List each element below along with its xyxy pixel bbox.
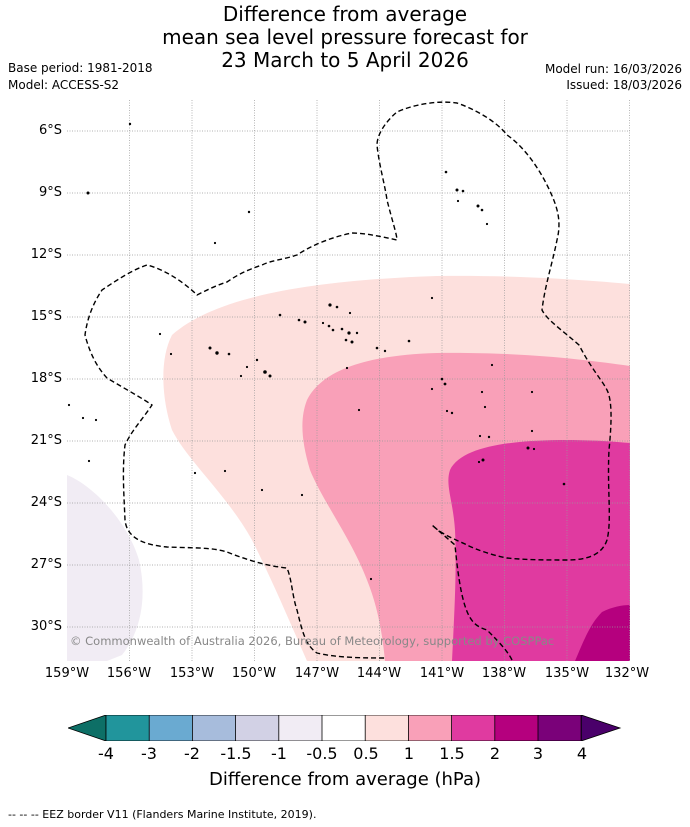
title-line-3: 23 March to 5 April 2026 — [221, 48, 469, 72]
colorbar-tick: -0.5 — [306, 744, 338, 763]
model-run: Model run: 16/03/2026 — [544, 62, 682, 76]
colorbar-tick: -2 — [184, 744, 200, 763]
eez-legend-footer: -- -- -- EEZ border V11 (Flanders Marine… — [8, 808, 317, 821]
copyright-notice: © Commonwealth of Australia 2026, Bureau… — [70, 634, 555, 648]
title-line-1: Difference from average — [222, 2, 468, 26]
eez-border — [84, 101, 612, 661]
lon-label: 135°W — [544, 666, 590, 681]
colorbar-tick: -1.5 — [220, 744, 252, 763]
lat-label: 9°S — [38, 185, 62, 200]
anomaly-region-1.5-2 — [448, 440, 630, 661]
colorbar-segment — [494, 715, 538, 741]
colorbar-tick: -3 — [141, 744, 157, 763]
colorbar-segment — [408, 715, 452, 741]
lat-label: 15°S — [30, 309, 62, 324]
lat-label: 12°S — [30, 247, 62, 262]
lon-label: 132°W — [604, 666, 650, 681]
lat-label: 24°S — [30, 495, 62, 510]
colorbar-tick: -4 — [98, 744, 114, 763]
lat-label: 21°S — [30, 433, 62, 448]
lon-label: 147°W — [294, 666, 340, 681]
colorbar-tick: 1.5 — [439, 744, 465, 763]
anomaly-region-neg-0.5 — [67, 475, 143, 661]
colorbar-segment — [451, 715, 495, 741]
colorbar-title: Difference from average (hPa) — [208, 769, 482, 790]
islands — [67, 122, 566, 581]
colorbar-segment — [235, 715, 279, 741]
lat-label: 27°S — [30, 557, 62, 572]
lon-label: 153°W — [169, 666, 215, 681]
lon-label: 141°W — [419, 666, 465, 681]
colorbar-segment — [538, 715, 582, 741]
pressure-anomaly-map — [67, 100, 630, 661]
colorbar-segment — [192, 715, 236, 741]
grid-lines — [67, 100, 630, 661]
colorbar-segment — [149, 715, 193, 741]
title-line-2: mean sea level pressure forecast for — [162, 25, 528, 49]
issued-date: Issued: 18/03/2026 — [566, 78, 682, 92]
colorbar-segment — [106, 715, 150, 741]
colorbar-tick: 3 — [532, 744, 544, 763]
lon-label: 150°W — [231, 666, 277, 681]
colorbar-tick: 2 — [489, 744, 501, 763]
colorbar-segment — [322, 715, 366, 741]
colorbar — [68, 715, 622, 741]
lat-label: 30°S — [30, 619, 62, 634]
lon-label: 138°W — [481, 666, 527, 681]
colorbar-tick: -1 — [271, 744, 287, 763]
lon-label: 144°W — [356, 666, 402, 681]
base-period: Base period: 1981-2018 — [8, 61, 153, 75]
colorbar-tick: 0.5 — [353, 744, 379, 763]
lat-label: 18°S — [30, 371, 62, 386]
colorbar-tick: 1 — [403, 744, 415, 763]
model-name: Model: ACCESS-S2 — [8, 78, 120, 92]
colorbar-segment — [278, 715, 322, 741]
colorbar-low-extend — [68, 715, 107, 741]
anomaly-region-2-3 — [575, 605, 630, 661]
lon-label: 156°W — [106, 666, 152, 681]
lon-label: 159°W — [44, 666, 90, 681]
colorbar-high-extend — [580, 715, 622, 741]
colorbar-tick: 4 — [576, 744, 588, 763]
lat-label: 6°S — [38, 123, 62, 138]
colorbar-segment — [365, 715, 409, 741]
